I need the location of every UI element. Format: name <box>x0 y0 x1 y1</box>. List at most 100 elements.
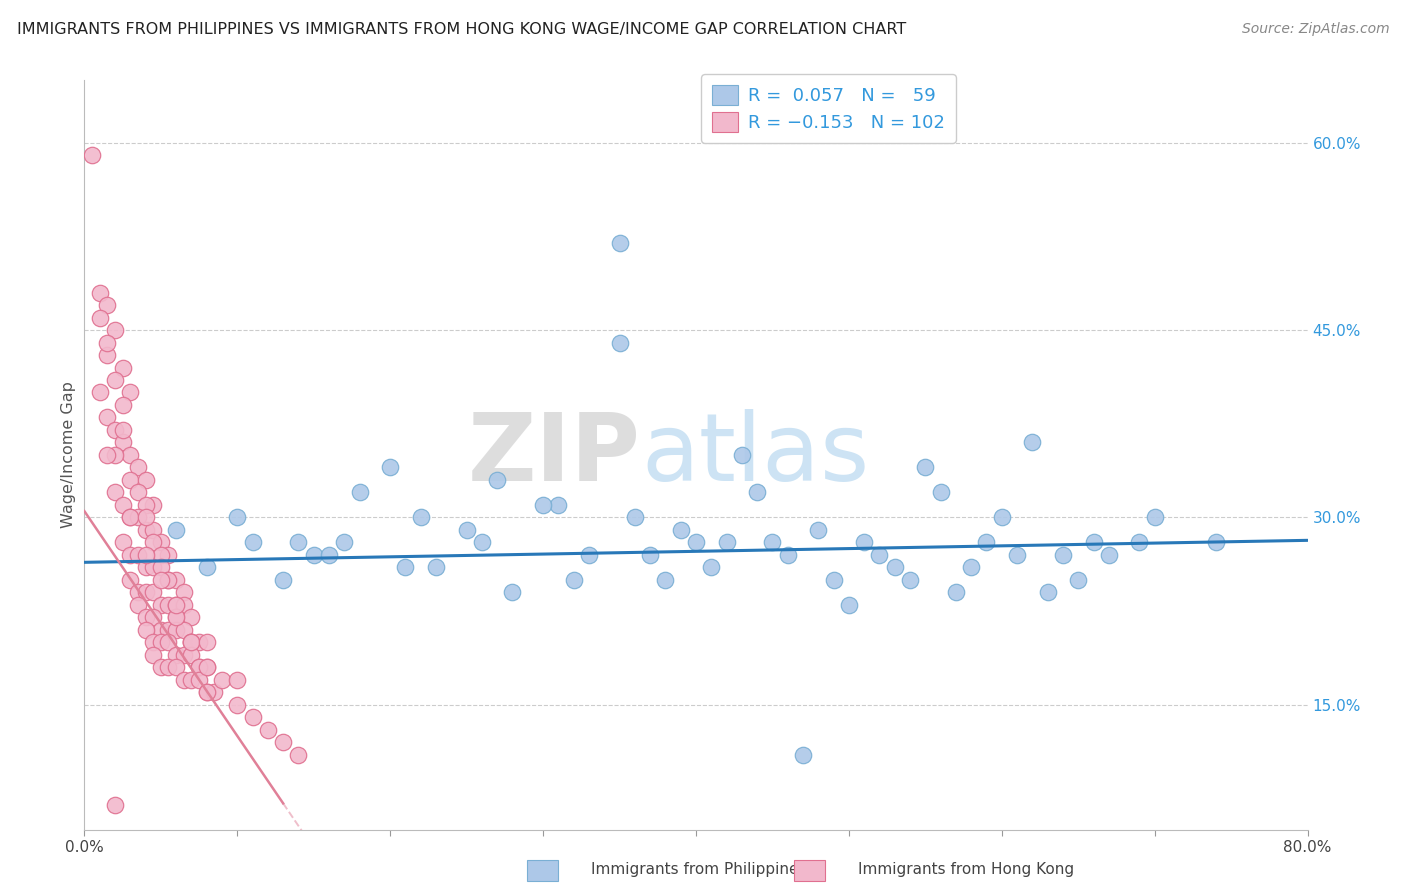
Point <box>120 448 142 462</box>
Point <box>486 473 509 487</box>
Point <box>226 510 249 524</box>
Point <box>302 548 325 562</box>
Text: Source: ZipAtlas.com: Source: ZipAtlas.com <box>1241 22 1389 37</box>
Point <box>195 685 218 699</box>
Point <box>180 673 202 687</box>
Point <box>120 573 142 587</box>
Point <box>111 535 134 549</box>
Point <box>89 310 111 325</box>
Point <box>1143 510 1166 524</box>
Point <box>89 385 111 400</box>
Point <box>157 598 180 612</box>
Point <box>609 235 631 250</box>
Point <box>96 448 118 462</box>
Point <box>96 298 118 312</box>
Point <box>226 673 249 687</box>
Text: IMMIGRANTS FROM PHILIPPINES VS IMMIGRANTS FROM HONG KONG WAGE/INCOME GAP CORRELA: IMMIGRANTS FROM PHILIPPINES VS IMMIGRANT… <box>17 22 905 37</box>
Point <box>807 523 830 537</box>
Point <box>180 648 202 662</box>
Legend: R =  0.057   N =   59, R = −0.153   N = 102: R = 0.057 N = 59, R = −0.153 N = 102 <box>702 74 956 143</box>
Point <box>1083 535 1105 549</box>
Point <box>456 523 478 537</box>
Point <box>823 573 845 587</box>
Point <box>271 735 294 749</box>
Point <box>747 485 769 500</box>
Point <box>104 323 127 337</box>
Point <box>257 723 280 737</box>
Text: ZIP: ZIP <box>468 409 641 501</box>
Text: Immigrants from Philippines: Immigrants from Philippines <box>591 863 806 877</box>
Point <box>1098 548 1121 562</box>
Point <box>180 635 202 649</box>
Point <box>287 747 309 762</box>
Point <box>188 673 211 687</box>
Point <box>562 573 585 587</box>
Point <box>165 523 187 537</box>
Point <box>89 285 111 300</box>
Point <box>531 498 554 512</box>
Point <box>111 360 134 375</box>
Point <box>149 623 172 637</box>
Point <box>685 535 707 549</box>
Y-axis label: Wage/Income Gap: Wage/Income Gap <box>60 382 76 528</box>
Point <box>1205 535 1227 549</box>
Point <box>173 598 195 612</box>
Point <box>869 548 891 562</box>
Point <box>149 548 172 562</box>
Point <box>127 485 149 500</box>
Point <box>165 660 187 674</box>
Point <box>149 598 172 612</box>
Point <box>1052 548 1074 562</box>
Point <box>149 660 172 674</box>
Point <box>165 598 187 612</box>
Point <box>991 510 1014 524</box>
Point <box>142 635 165 649</box>
Point <box>104 448 127 462</box>
Point <box>700 560 723 574</box>
Point <box>380 460 402 475</box>
Point <box>165 598 187 612</box>
Point <box>120 548 142 562</box>
Point <box>242 535 264 549</box>
Point <box>226 698 249 712</box>
Point <box>96 348 118 362</box>
Point <box>104 485 127 500</box>
Point <box>127 510 149 524</box>
Point <box>195 560 218 574</box>
Point <box>127 585 149 599</box>
Point <box>135 610 157 624</box>
Point <box>142 560 165 574</box>
Point <box>195 685 218 699</box>
Point <box>624 510 647 524</box>
Point <box>165 648 187 662</box>
Point <box>1021 435 1043 450</box>
Point <box>761 535 783 549</box>
Point <box>127 598 149 612</box>
Point <box>195 660 218 674</box>
Point <box>195 660 218 674</box>
Point <box>96 335 118 350</box>
Point <box>165 610 187 624</box>
Point <box>157 623 180 637</box>
Point <box>165 623 187 637</box>
Point <box>135 473 157 487</box>
Point <box>180 635 202 649</box>
Point <box>1005 548 1028 562</box>
Point <box>188 660 211 674</box>
Point <box>111 498 134 512</box>
Point <box>929 485 952 500</box>
Point <box>471 535 494 549</box>
Point <box>1067 573 1090 587</box>
Point <box>731 448 754 462</box>
Text: Immigrants from Hong Kong: Immigrants from Hong Kong <box>858 863 1074 877</box>
Point <box>135 560 157 574</box>
Point <box>104 797 127 812</box>
Point <box>180 635 202 649</box>
Point <box>157 573 180 587</box>
Point <box>120 385 142 400</box>
Point <box>96 410 118 425</box>
Point <box>111 435 134 450</box>
Point <box>142 523 165 537</box>
Point <box>180 610 202 624</box>
Point <box>173 585 195 599</box>
